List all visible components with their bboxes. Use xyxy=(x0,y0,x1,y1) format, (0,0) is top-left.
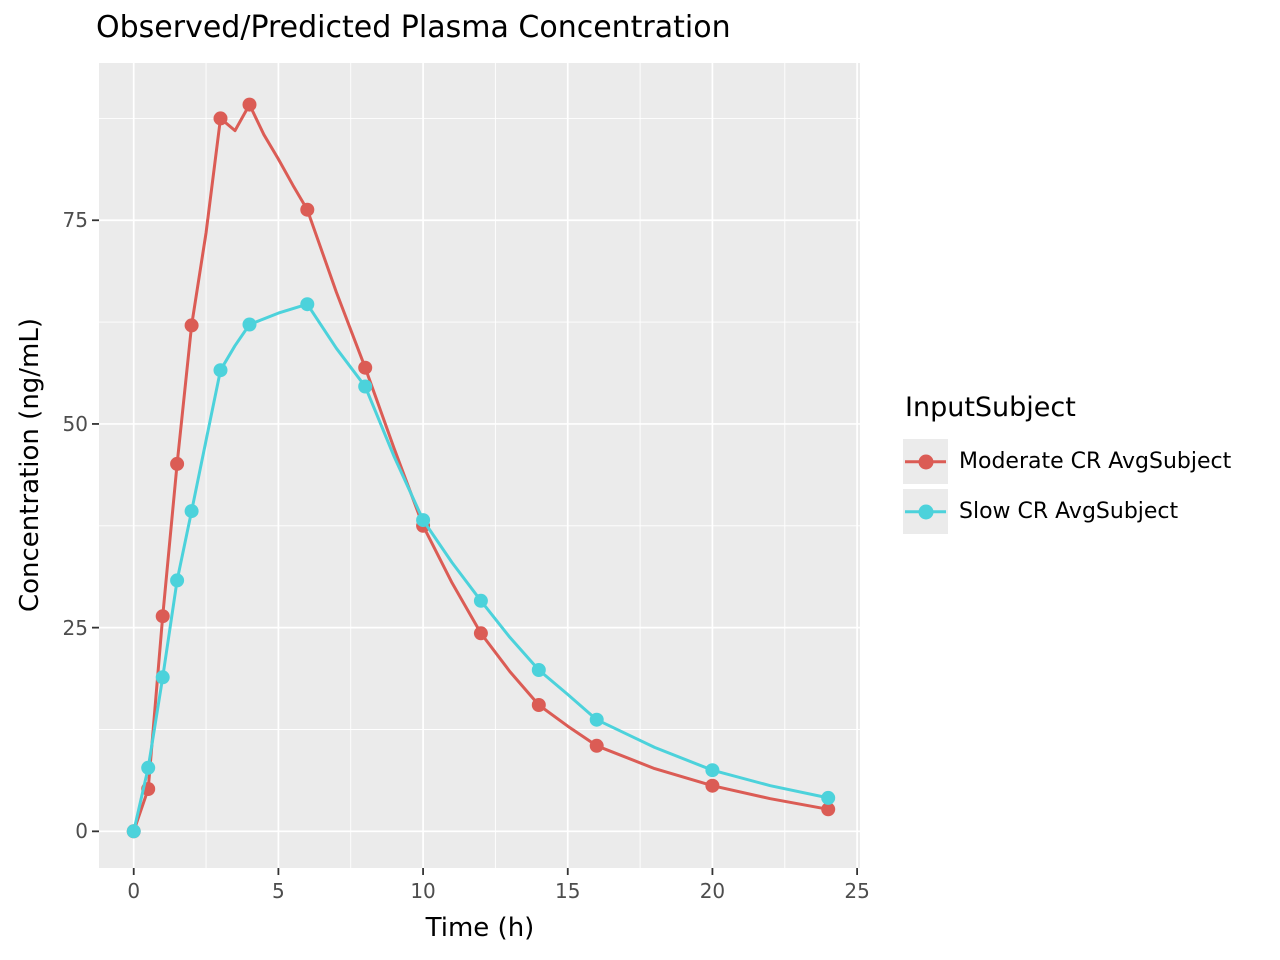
chart-title: Observed/Predicted Plasma Concentration xyxy=(96,10,731,45)
legend-item-label: Moderate CR AvgSubject xyxy=(959,449,1232,474)
data-point-marker xyxy=(821,790,836,805)
x-tick-label: 10 xyxy=(410,879,436,903)
data-point-marker xyxy=(473,593,488,608)
x-tick-label: 20 xyxy=(699,879,726,903)
data-point-marker xyxy=(170,573,185,588)
legend-key-swatch xyxy=(903,489,948,534)
data-point-marker xyxy=(155,670,170,685)
y-axis-label: Concentration (ng/mL) xyxy=(15,317,45,613)
legend: InputSubject Moderate CR AvgSubject Slow … xyxy=(903,392,1231,539)
data-point-marker xyxy=(589,712,604,727)
x-tick-label: 15 xyxy=(555,879,581,903)
data-point-marker xyxy=(170,456,185,471)
data-point-marker xyxy=(416,513,431,528)
legend-item: Slow CR AvgSubject xyxy=(903,489,1231,534)
data-point-marker xyxy=(126,824,141,839)
data-point-marker xyxy=(358,379,373,394)
y-tick-label: 25 xyxy=(62,615,88,640)
panel-background xyxy=(99,63,860,868)
data-point-marker xyxy=(184,504,199,519)
series-line xyxy=(132,103,830,833)
legend-item: Moderate CR AvgSubject xyxy=(903,439,1231,484)
data-point-marker xyxy=(242,317,257,332)
data-point-marker xyxy=(213,111,228,126)
data-point-marker xyxy=(242,97,257,112)
x-tick-label: 5 xyxy=(272,879,285,903)
legend-dot-icon xyxy=(918,454,933,469)
data-point-marker xyxy=(821,802,836,817)
legend-item-label: Slow CR AvgSubject xyxy=(959,499,1179,524)
legend-title: InputSubject xyxy=(905,392,1076,423)
data-point-marker xyxy=(531,663,546,677)
data-point-marker xyxy=(473,626,488,641)
x-tick-label: 0 xyxy=(127,879,141,903)
data-point-marker xyxy=(705,778,720,793)
data-point-marker xyxy=(300,202,315,217)
y-tick-label: 75 xyxy=(62,208,88,233)
x-tick-label: 25 xyxy=(844,879,870,903)
data-point-marker xyxy=(213,363,228,378)
data-point-marker xyxy=(358,360,373,375)
y-tick-label: 0 xyxy=(75,819,88,844)
legend-items: Moderate CR AvgSubject Slow CR AvgSubject xyxy=(903,439,1231,534)
plot-panel xyxy=(92,63,860,875)
legend-key-swatch xyxy=(903,439,948,484)
data-point-marker xyxy=(589,738,604,753)
data-point-marker xyxy=(705,763,720,778)
y-tick-label: 50 xyxy=(62,411,88,436)
data-point-marker xyxy=(141,760,156,775)
data-point-marker xyxy=(300,297,315,312)
data-point-marker xyxy=(155,609,170,624)
data-point-marker xyxy=(531,698,546,712)
data-point-marker xyxy=(184,318,199,333)
legend-dot-icon xyxy=(918,504,933,519)
x-axis-label: Time (h) xyxy=(425,913,535,943)
